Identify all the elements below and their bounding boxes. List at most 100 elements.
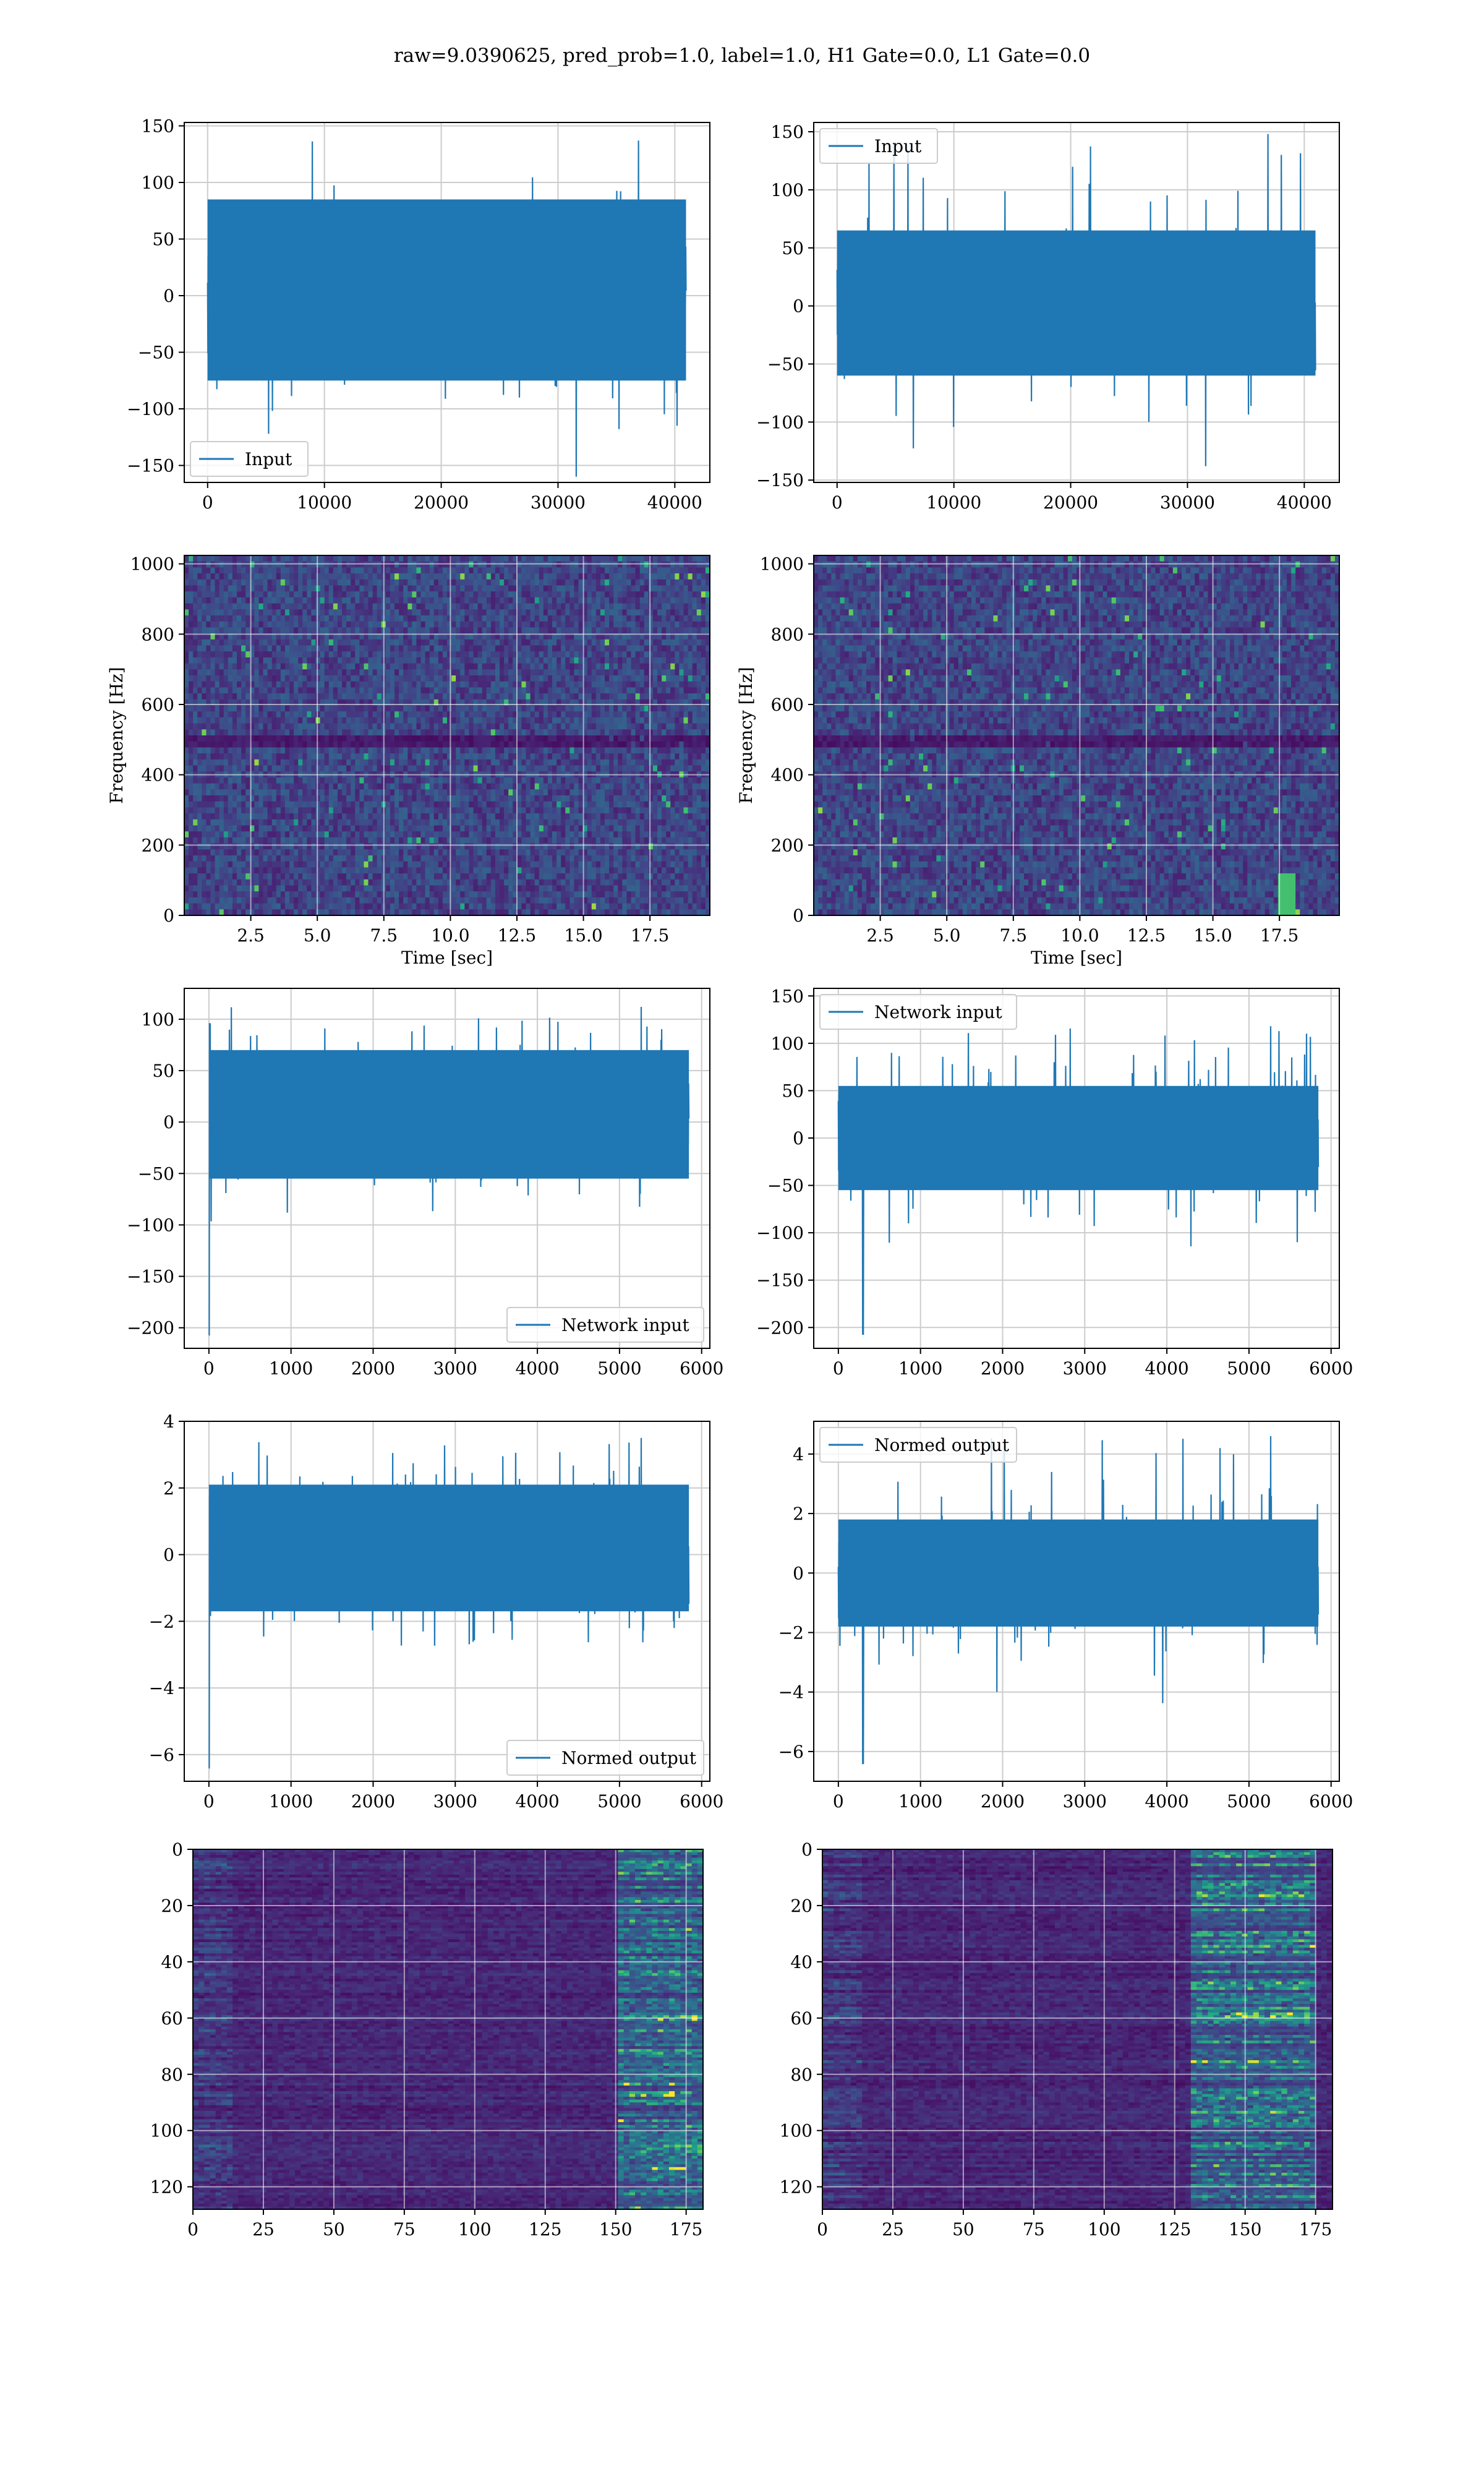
heatmap-cell — [220, 609, 224, 615]
heatmap-cell — [618, 766, 623, 772]
heatmap-cell — [622, 562, 627, 568]
heatmap-cell — [631, 646, 636, 652]
heatmap-cell — [320, 717, 325, 724]
heatmap-cell — [298, 717, 303, 724]
heatmap-cell — [377, 555, 382, 562]
heatmap-cell — [640, 597, 645, 604]
heatmap-cell — [609, 777, 614, 784]
heatmap-cell — [184, 646, 189, 652]
heatmap-cell — [657, 640, 662, 646]
heatmap-cell — [622, 675, 627, 682]
heatmap-cell — [657, 729, 662, 735]
heatmap-cell — [369, 640, 373, 646]
heatmap-cell — [605, 729, 610, 735]
heatmap-cell — [311, 669, 316, 675]
heatmap-cell — [258, 657, 263, 664]
heatmap-cell — [254, 646, 259, 652]
heatmap-cell — [474, 753, 479, 760]
heatmap-cell — [373, 687, 378, 693]
heatmap-cell — [298, 597, 303, 604]
heatmap-cell — [561, 627, 566, 633]
heatmap-cell — [500, 622, 505, 628]
heatmap-cell — [618, 622, 623, 628]
heatmap-cell — [531, 573, 535, 580]
heatmap-cell — [609, 717, 614, 724]
heatmap-cell — [587, 711, 592, 717]
heatmap-cell — [504, 789, 509, 795]
heatmap-cell — [539, 555, 544, 562]
heatmap-cell — [464, 646, 469, 652]
heatmap-cell — [425, 693, 430, 700]
heatmap-cell — [693, 706, 697, 712]
heatmap-cell — [469, 711, 474, 717]
heatmap-cell — [390, 609, 395, 615]
heatmap-cell — [276, 742, 281, 748]
heatmap-cell — [653, 789, 658, 795]
heatmap-cell — [377, 784, 382, 790]
heatmap-cell — [268, 669, 273, 675]
heatmap-cell — [421, 711, 426, 717]
heatmap-cell — [517, 567, 522, 573]
heatmap-cell — [609, 562, 614, 568]
heatmap-cell — [464, 753, 469, 760]
heatmap-cell — [338, 604, 343, 610]
heatmap-cell — [359, 766, 364, 772]
heatmap-cell — [206, 729, 211, 735]
heatmap-cell — [263, 753, 268, 760]
heatmap-cell — [333, 789, 338, 795]
heatmap-cell — [631, 664, 636, 670]
heatmap-cell — [329, 646, 334, 652]
heatmap-cell — [631, 580, 636, 586]
heatmap-cell — [613, 693, 618, 700]
heatmap-cell — [469, 789, 474, 795]
heatmap-cell — [241, 777, 246, 784]
heatmap-cell — [184, 567, 189, 573]
heatmap-cell — [329, 622, 334, 628]
heatmap-cell — [276, 627, 281, 633]
heatmap-cell — [272, 591, 277, 597]
heatmap-cell — [403, 711, 408, 717]
heatmap-cell — [569, 753, 574, 760]
heatmap-cell — [544, 784, 548, 790]
heatmap-cell — [491, 664, 496, 670]
heatmap-cell — [289, 735, 294, 742]
heatmap-cell — [215, 615, 220, 622]
heatmap-cell — [377, 657, 382, 664]
heatmap-cell — [548, 735, 553, 742]
heatmap-cell — [421, 742, 426, 748]
heatmap-cell — [403, 646, 408, 652]
heatmap-cell — [281, 747, 286, 753]
heatmap-cell — [605, 742, 610, 748]
heatmap-cell — [316, 627, 321, 633]
heatmap-cell — [390, 651, 395, 657]
heatmap-cell — [263, 795, 268, 802]
heatmap-cell — [294, 693, 299, 700]
heatmap-cell — [460, 555, 465, 562]
heatmap-cell — [443, 562, 448, 568]
heatmap-cell — [399, 591, 404, 597]
heatmap-cell — [430, 586, 435, 592]
heatmap-cell — [355, 717, 360, 724]
heatmap-cell — [679, 627, 684, 633]
heatmap-cell — [412, 766, 417, 772]
heatmap-cell — [241, 687, 246, 693]
heatmap-cell — [355, 609, 360, 615]
heatmap-cell — [670, 622, 675, 628]
heatmap-cell — [626, 777, 631, 784]
heatmap-cell — [434, 760, 439, 766]
heatmap-cell — [464, 555, 469, 562]
heatmap-cell — [281, 795, 286, 802]
heatmap-cell — [311, 597, 316, 604]
heatmap-cell — [600, 622, 605, 628]
heatmap-cell — [202, 664, 207, 670]
heatmap-cell — [443, 597, 448, 604]
heatmap-cell — [307, 729, 312, 735]
heatmap-cell — [474, 562, 479, 568]
heatmap-cell — [521, 789, 526, 795]
heatmap-cell — [320, 711, 325, 717]
heatmap-cell — [649, 573, 654, 580]
heatmap-cell — [456, 567, 461, 573]
heatmap-cell — [552, 622, 557, 628]
heatmap-cell — [276, 657, 281, 664]
heatmap-cell — [268, 760, 273, 766]
